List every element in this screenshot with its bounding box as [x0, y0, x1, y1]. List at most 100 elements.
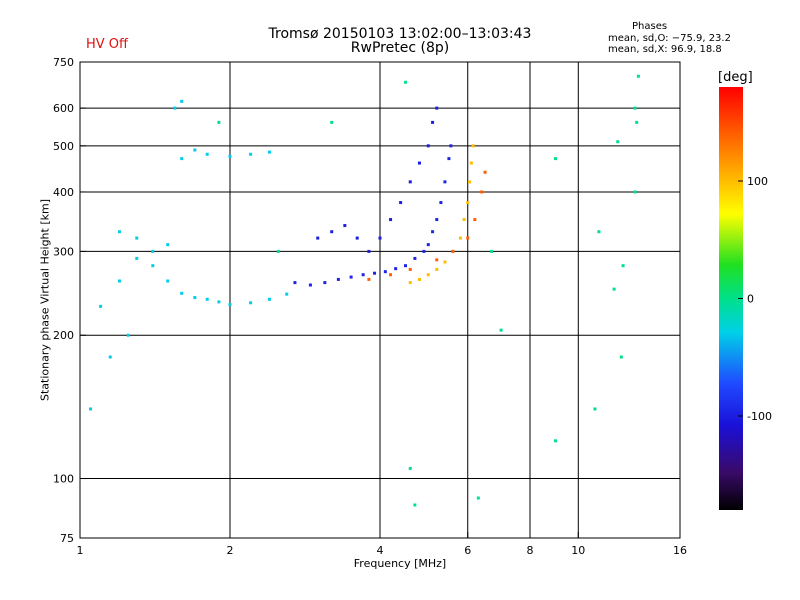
- data-point: [449, 144, 453, 148]
- data-point: [285, 292, 289, 296]
- y-tick-label: 200: [53, 329, 74, 342]
- data-point: [117, 279, 121, 283]
- phases-o-stats: mean, sd,O: −75.9, 23.2: [608, 33, 731, 44]
- data-point: [443, 180, 447, 184]
- data-point: [431, 230, 435, 234]
- data-point: [117, 230, 121, 234]
- data-point: [293, 281, 297, 285]
- colorbar-ticks: 100 0 -100: [738, 175, 772, 423]
- y-tick-label: 300: [53, 245, 74, 258]
- data-point: [480, 190, 484, 194]
- y-tick-label: 750: [53, 56, 74, 69]
- data-point: [593, 407, 597, 411]
- data-point: [443, 260, 447, 264]
- y-tick-label: 100: [53, 473, 74, 486]
- chart-subtitle: RwPretec (8p): [350, 40, 450, 56]
- data-point: [180, 291, 184, 295]
- x-axis-label: Frequency [MHz]: [353, 557, 447, 570]
- data-point: [316, 236, 320, 240]
- data-point: [193, 296, 197, 300]
- data-point: [413, 256, 417, 260]
- data-point: [166, 243, 170, 247]
- data-point: [435, 106, 439, 110]
- x-tick-label: 4: [377, 544, 384, 557]
- data-point: [435, 218, 439, 222]
- data-point: [621, 264, 625, 268]
- data-point: [422, 249, 426, 253]
- data-point: [399, 201, 403, 205]
- data-point: [394, 267, 398, 271]
- axis-ticks: 1 2 4 6 8 10 16 75 100 200 300 400 500 600 750: [53, 56, 687, 557]
- data-point: [89, 407, 93, 411]
- data-point: [636, 74, 640, 78]
- data-point: [633, 190, 637, 194]
- data-point: [408, 281, 412, 285]
- data-point: [458, 236, 462, 240]
- data-point: [180, 99, 184, 103]
- data-point: [173, 106, 177, 110]
- data-point: [336, 277, 340, 281]
- data-point: [476, 496, 480, 500]
- data-point: [308, 283, 312, 287]
- data-point: [108, 355, 112, 359]
- data-point: [330, 230, 334, 234]
- data-point: [151, 264, 155, 268]
- x-tick-label: 2: [227, 544, 234, 557]
- data-point: [367, 277, 371, 281]
- data-point: [180, 157, 184, 161]
- y-tick-label: 500: [53, 140, 74, 153]
- phases-x-stats: mean, sd,X: 96.9, 18.8: [608, 44, 722, 55]
- chart-title: Tromsø 20150103 13:02:00–13:03:43: [268, 26, 532, 42]
- data-point: [426, 243, 430, 247]
- data-point: [361, 273, 365, 277]
- data-point: [473, 218, 477, 222]
- data-point: [378, 236, 382, 240]
- data-point: [135, 256, 139, 260]
- data-point: [408, 466, 412, 470]
- data-point: [151, 249, 155, 253]
- data-point: [408, 180, 412, 184]
- data-point: [468, 180, 472, 184]
- colorbar-tick-label: 0: [747, 293, 754, 306]
- data-point: [471, 144, 475, 148]
- data-point: [205, 297, 209, 301]
- data-point: [228, 303, 232, 307]
- data-point: [126, 333, 130, 337]
- data-point: [439, 201, 443, 205]
- y-tick-label: 600: [53, 102, 74, 115]
- data-point: [431, 120, 435, 124]
- data-point: [635, 120, 639, 124]
- data-point: [349, 275, 353, 279]
- phases-title: Phases: [632, 21, 668, 32]
- data-point: [228, 154, 232, 158]
- data-point: [135, 236, 139, 240]
- data-point: [193, 148, 197, 152]
- data-point: [483, 170, 487, 174]
- data-point: [323, 281, 327, 285]
- data-point: [616, 140, 620, 144]
- x-tick-label: 1: [77, 544, 84, 557]
- data-point: [166, 279, 170, 283]
- hv-status: HV Off: [86, 37, 128, 52]
- data-point: [217, 120, 221, 124]
- data-point: [389, 218, 393, 222]
- data-point: [413, 503, 417, 507]
- data-point: [435, 258, 439, 262]
- data-point: [249, 152, 253, 156]
- data-point: [451, 249, 455, 253]
- data-point: [426, 273, 430, 277]
- data-point: [383, 270, 387, 274]
- data-point: [355, 236, 359, 240]
- data-point: [267, 150, 271, 154]
- data-points: [89, 74, 640, 507]
- data-point: [367, 249, 371, 253]
- data-point: [417, 161, 421, 165]
- data-point: [469, 161, 473, 165]
- data-point: [373, 271, 377, 275]
- data-point: [499, 328, 503, 332]
- data-point: [267, 297, 271, 301]
- y-tick-label: 400: [53, 186, 74, 199]
- colorbar-tick-label: -100: [747, 410, 772, 423]
- x-tick-label: 8: [527, 544, 534, 557]
